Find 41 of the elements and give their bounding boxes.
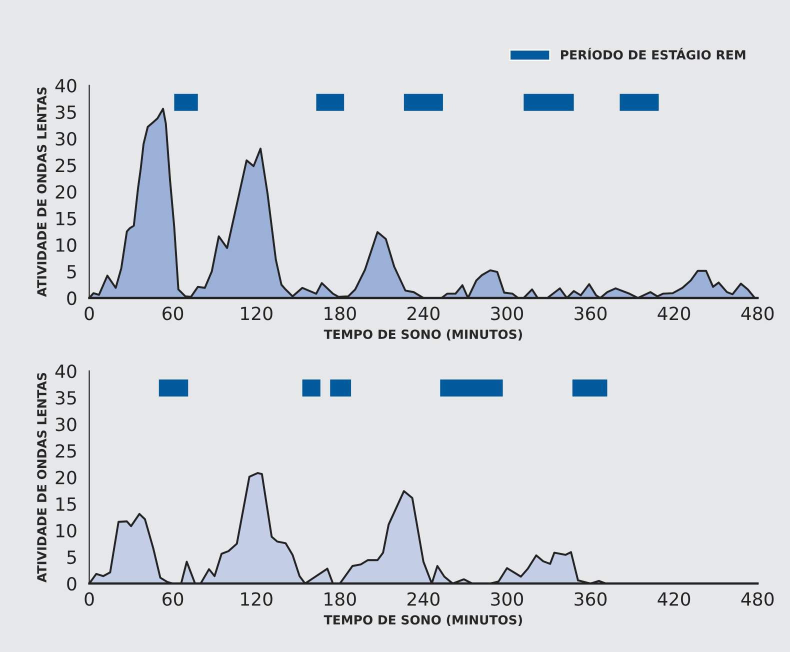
y-tick-label: 10 <box>56 238 76 252</box>
y-tick-label: 25 <box>56 444 76 458</box>
y-tick-label: 20 <box>56 470 76 484</box>
y-tick-label: 40 <box>55 78 76 93</box>
x-tick-label: 420 <box>658 306 690 320</box>
x-tick-label: 120 <box>241 306 272 320</box>
x-tick-label: 120 <box>241 592 272 606</box>
x-tick-label: 360 <box>574 306 607 320</box>
y-tick-label: 20 <box>56 185 76 199</box>
y-tick-label: 30 <box>56 132 76 146</box>
x-tick-label: 240 <box>408 592 440 606</box>
y-tick-label: 40 <box>55 364 76 378</box>
x-tick-label: 0 <box>84 306 94 320</box>
y-axis-title: ATIVIDADE DE ONDAS LENTAS <box>37 87 47 297</box>
x-tick-label: 420 <box>658 592 690 606</box>
y-tick-label: 25 <box>56 158 76 172</box>
x-tick-label: 60 <box>162 592 184 606</box>
x-tick-label: 180 <box>324 592 356 606</box>
y-tick-label: 30 <box>56 418 76 432</box>
y-tick-label: 15 <box>56 212 76 226</box>
legend-label: PERÍODO DE ESTÁGIO REM <box>561 48 746 60</box>
y-tick-label: 35 <box>56 105 76 120</box>
y-tick-label: 15 <box>56 498 76 511</box>
x-axis-title: TEMPO DE SONO (MINUTOS) <box>324 614 522 626</box>
y-tick-label: 0 <box>67 291 76 306</box>
y-tick-label: 35 <box>56 391 76 405</box>
x-tick-label: 360 <box>574 592 607 606</box>
x-tick-label: 180 <box>324 306 356 320</box>
y-tick-label: 5 <box>67 265 76 279</box>
y-tick-label: 5 <box>67 550 76 564</box>
x-tick-label: 480 <box>741 306 774 320</box>
x-tick-label: 60 <box>162 306 184 320</box>
x-tick-label: 240 <box>408 306 440 320</box>
x-tick-label: 300 <box>491 306 524 320</box>
x-tick-label: 0 <box>84 592 94 606</box>
y-tick-label: 0 <box>67 577 76 591</box>
x-tick-label: 300 <box>491 592 524 606</box>
y-axis-title: ATIVIDADE DE ONDAS LENTAS <box>37 372 47 582</box>
x-axis-title: TEMPO DE SONO (MINUTOS) <box>324 329 522 340</box>
y-tick-label: 10 <box>56 524 76 538</box>
x-tick-label: 480 <box>741 592 774 606</box>
